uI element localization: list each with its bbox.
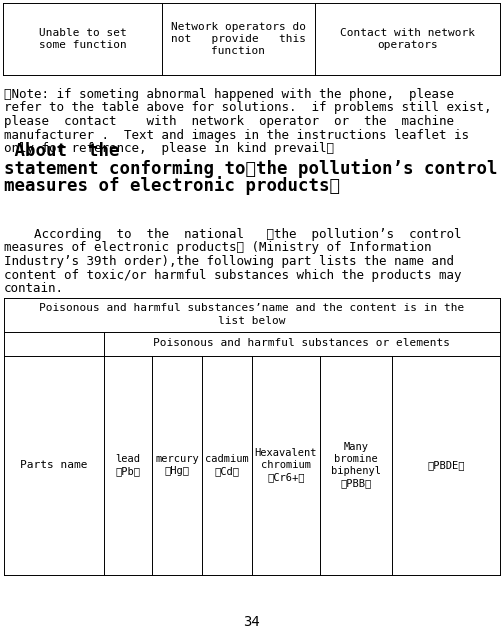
Text: Contact with network
operators: Contact with network operators [340,28,475,50]
Text: measures of electronic products》: measures of electronic products》 [4,176,340,195]
Text: 34: 34 [242,615,260,629]
Text: lead
（Pb）: lead （Pb） [116,455,140,476]
Text: According  to  the  national   《the  pollution’s  control: According to the national 《the pollution… [4,228,461,241]
Text: manufacturer .  Text and images in the instructions leaflet is: manufacturer . Text and images in the in… [4,128,469,141]
Text: Unable to set
some function: Unable to set some function [39,28,126,50]
Text: Parts name: Parts name [20,460,88,470]
Text: Hexavalent
chromium
（Cr6+）: Hexavalent chromium （Cr6+） [255,448,317,482]
Text: Many
bromine
biphenyl
（PBB）: Many bromine biphenyl （PBB） [331,442,381,489]
Text: （Note: if someting abnormal happened with the phone,  please: （Note: if someting abnormal happened wit… [4,88,454,101]
Text: only for reference,  please in kind prevail）: only for reference, please in kind preva… [4,142,334,155]
Text: statement conforming to《the pollution’s control: statement conforming to《the pollution’s … [4,159,497,178]
Text: mercury
（Hg）: mercury （Hg） [155,455,199,476]
Text: contain.: contain. [4,282,64,295]
Text: refer to the table above for solutions.  if problems still exist,: refer to the table above for solutions. … [4,101,491,114]
Text: Industry’s 39th order),the following part lists the name and: Industry’s 39th order),the following par… [4,255,454,268]
Text: Poisonous and harmful substances or elements: Poisonous and harmful substances or elem… [153,338,451,349]
Text: measures of electronic products》 (Ministry of Information: measures of electronic products》 (Minist… [4,241,432,254]
Text: content of toxic/or harmful substances which the products may: content of toxic/or harmful substances w… [4,268,461,281]
Text: Network operators do
not   provide   this
function: Network operators do not provide this fu… [171,22,306,56]
Text: please  contact    with  network  operator  or  the  machine: please contact with network operator or … [4,115,454,128]
Text: （PBDE）: （PBDE） [427,460,465,470]
Text: About  the: About the [4,142,120,160]
Text: cadmium
（Cd）: cadmium （Cd） [205,455,249,476]
Text: Poisonous and harmful substances’name and the content is in the
list below: Poisonous and harmful substances’name an… [39,303,465,326]
